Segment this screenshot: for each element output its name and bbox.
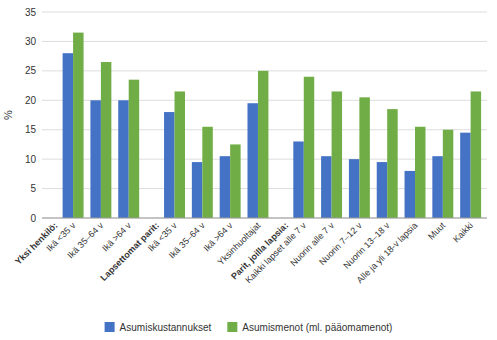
bar: [202, 127, 212, 218]
y-axis-label: %: [2, 110, 14, 120]
legend: Asumiskustannukset Asumismenot (ml. pääom…: [105, 322, 393, 333]
x-tick-label: Alle ja yli 18-v lapsia: [355, 220, 420, 285]
bar: [258, 71, 268, 218]
legend-item: Asumismenot (ml. pääomamenot): [227, 322, 392, 333]
grid-line: [42, 41, 487, 42]
bar: [471, 91, 481, 218]
bar: [359, 97, 369, 218]
bars: [63, 33, 481, 218]
bar: [90, 100, 100, 218]
y-tick-label: 25: [25, 65, 37, 76]
bar: [192, 162, 202, 218]
bar: [129, 80, 139, 218]
bar: [118, 100, 128, 218]
y-tick-label: 5: [30, 183, 36, 194]
bar: [164, 112, 174, 218]
x-tick-label: Ikä 35–64 v: [65, 220, 105, 260]
bar: [220, 156, 230, 218]
y-tick-label: 10: [25, 154, 37, 165]
bar: [230, 144, 240, 218]
legend-swatch: [105, 322, 115, 332]
bar: [415, 127, 425, 218]
bar: [460, 133, 470, 218]
x-tick-label: Muut: [426, 220, 448, 242]
bar: [293, 141, 303, 218]
bar: [443, 130, 453, 218]
bar: [63, 53, 73, 218]
grid-line: [42, 12, 487, 13]
y-tick-label: 35: [25, 7, 37, 18]
bar: [73, 33, 83, 218]
legend-item: Asumiskustannukset: [105, 322, 212, 333]
y-tick-label: 15: [25, 124, 37, 135]
x-axis-line: [42, 218, 487, 219]
y-tick-label: 0: [30, 213, 36, 224]
y-tick-label: 30: [25, 36, 37, 47]
x-tick-label: Kaikki: [451, 220, 475, 244]
bar: [387, 109, 397, 218]
y-tick-label: 20: [25, 95, 37, 106]
bar: [101, 62, 111, 218]
bar: [304, 77, 314, 218]
legend-label: Asumismenot (ml. pääomamenot): [242, 322, 392, 333]
legend-label: Asumiskustannukset: [120, 322, 212, 333]
bar: [332, 91, 342, 218]
grid-line: [42, 218, 487, 219]
bar: [349, 159, 359, 218]
bar: [175, 91, 185, 218]
grid: [42, 12, 487, 218]
x-tick-label: Ikä 35–64 v: [167, 220, 207, 260]
legend-swatch: [227, 322, 237, 332]
bar: [432, 156, 442, 218]
bar: [377, 162, 387, 218]
bar: [405, 171, 415, 218]
x-tick-label: Nuorin 13–18 v: [341, 220, 392, 271]
chart: 05101520253035%Yksi henkilö:Ikä <35 vIkä…: [0, 0, 497, 340]
bar: [321, 156, 331, 218]
bar: [247, 103, 257, 218]
